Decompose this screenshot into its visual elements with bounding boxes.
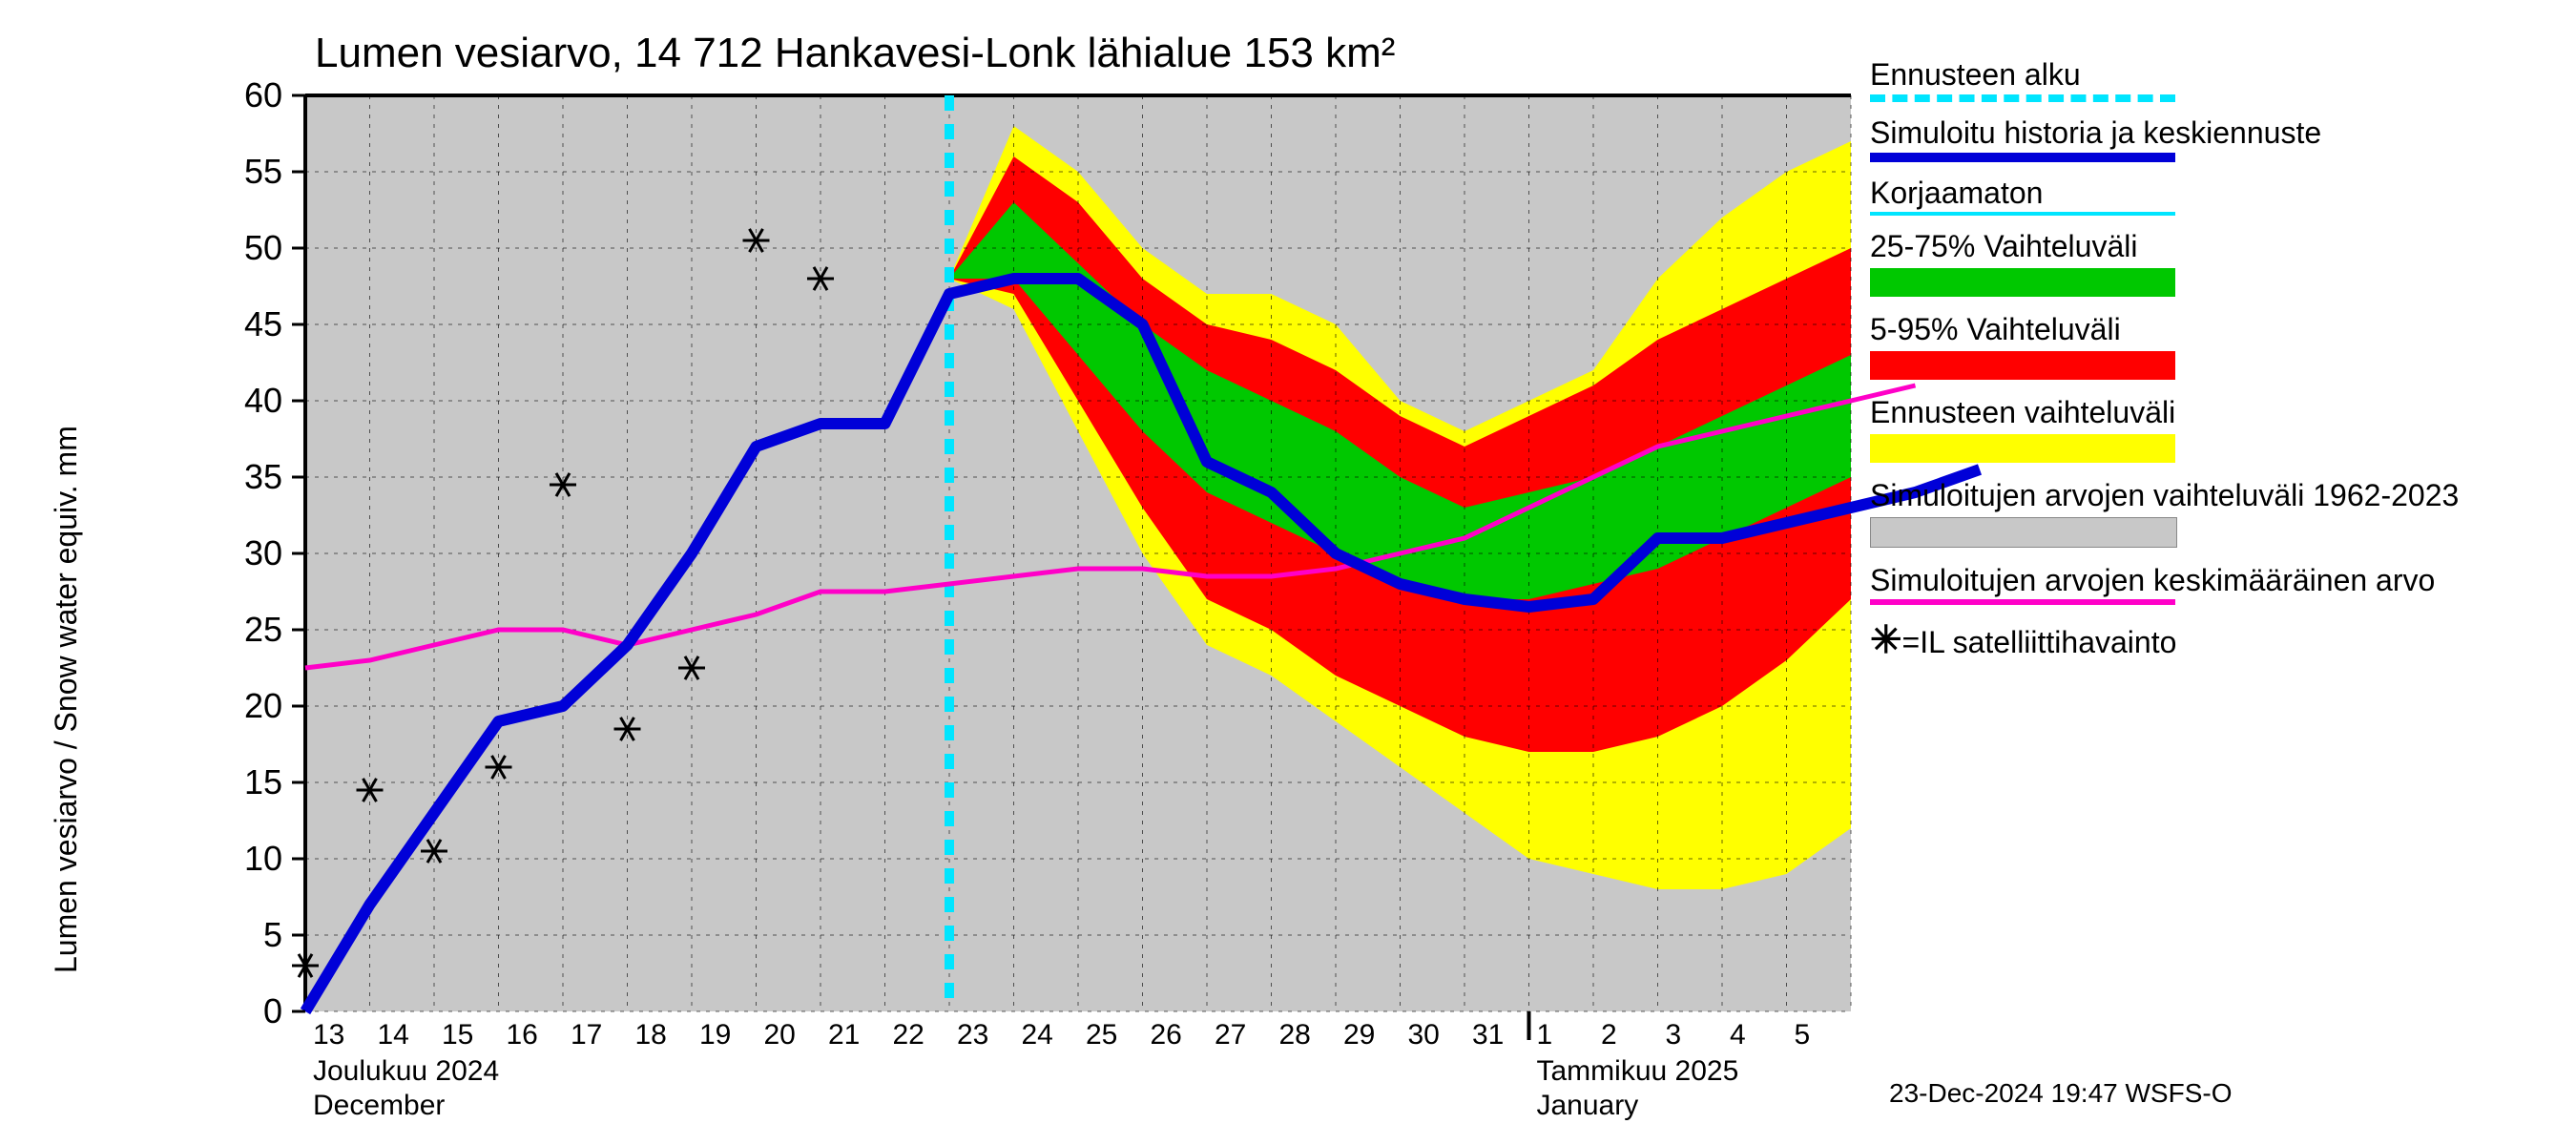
svg-text:30: 30 — [244, 533, 282, 572]
svg-text:28: 28 — [1279, 1019, 1311, 1051]
legend-simulated: Simuloitu historia ja keskiennuste — [1870, 115, 2557, 162]
svg-text:January: January — [1537, 1090, 1639, 1121]
svg-text:13: 13 — [313, 1019, 344, 1051]
svg-text:Lumen vesiarvo / Snow water eq: Lumen vesiarvo / Snow water equiv. mm — [49, 426, 83, 973]
legend-label: 25-75% Vaihteluväli — [1870, 229, 2137, 263]
legend-satellite: ✳=IL satelliittihavainto — [1870, 618, 2557, 662]
svg-text:5: 5 — [263, 915, 282, 954]
legend-swatch — [1870, 212, 2175, 216]
svg-text:15: 15 — [442, 1019, 473, 1051]
svg-text:3: 3 — [1666, 1019, 1682, 1051]
svg-text:24: 24 — [1022, 1019, 1053, 1051]
legend-swatch — [1870, 94, 2175, 102]
svg-text:4: 4 — [1730, 1019, 1746, 1051]
legend-label: Simuloitujen arvojen keskimääräinen arvo — [1870, 563, 2435, 597]
svg-text:15: 15 — [244, 762, 282, 802]
svg-text:29: 29 — [1343, 1019, 1375, 1051]
svg-text:2: 2 — [1601, 1019, 1617, 1051]
svg-text:27: 27 — [1215, 1019, 1246, 1051]
svg-text:25: 25 — [1086, 1019, 1117, 1051]
svg-text:December: December — [313, 1090, 445, 1121]
svg-text:5: 5 — [1795, 1019, 1811, 1051]
legend-forecast-start: Ennusteen alku — [1870, 57, 2557, 102]
legend-swatch — [1870, 351, 2175, 380]
svg-text:20: 20 — [764, 1019, 796, 1051]
legend-label: Simuloitu historia ja keskiennuste — [1870, 115, 2321, 150]
chart-container: 0510152025303540455055601314151617181920… — [0, 0, 2576, 1145]
legend-label: Simuloitujen arvojen vaihteluväli 1962-2… — [1870, 478, 2459, 512]
svg-text:23: 23 — [957, 1019, 988, 1051]
svg-text:0: 0 — [263, 991, 282, 1030]
svg-text:50: 50 — [244, 228, 282, 267]
svg-text:18: 18 — [635, 1019, 667, 1051]
svg-text:26: 26 — [1151, 1019, 1182, 1051]
legend-5-95: 5-95% Vaihteluväli — [1870, 312, 2557, 380]
svg-text:40: 40 — [244, 381, 282, 420]
legend-25-75: 25-75% Vaihteluväli — [1870, 229, 2557, 297]
asterisk-icon: ✳ — [1870, 619, 1902, 661]
legend-hist-range: Simuloitujen arvojen vaihteluväli 1962-2… — [1870, 478, 2557, 548]
legend-swatch — [1870, 599, 2175, 605]
svg-text:25: 25 — [244, 610, 282, 649]
svg-text:10: 10 — [244, 839, 282, 878]
legend-label: Ennusteen vaihteluväli — [1870, 395, 2175, 429]
svg-text:55: 55 — [244, 152, 282, 191]
svg-text:17: 17 — [571, 1019, 602, 1051]
footer-timestamp: 23-Dec-2024 19:47 WSFS-O — [1889, 1078, 2233, 1109]
svg-text:30: 30 — [1408, 1019, 1440, 1051]
svg-text:Lumen vesiarvo, 14 712 Hankave: Lumen vesiarvo, 14 712 Hankavesi-Lonk lä… — [315, 30, 1395, 76]
legend-label: =IL satelliittihavainto — [1902, 625, 2177, 659]
svg-text:21: 21 — [828, 1019, 860, 1051]
svg-text:Tammikuu 2025: Tammikuu 2025 — [1537, 1055, 1739, 1087]
svg-text:20: 20 — [244, 686, 282, 725]
legend-label: 5-95% Vaihteluväli — [1870, 312, 2121, 346]
legend-label: Ennusteen alku — [1870, 57, 2081, 92]
svg-text:45: 45 — [244, 304, 282, 344]
legend: Ennusteen alku Simuloitu historia ja kes… — [1870, 57, 2557, 668]
svg-text:19: 19 — [699, 1019, 731, 1051]
svg-text:35: 35 — [244, 457, 282, 496]
legend-label: Korjaamaton — [1870, 176, 2043, 210]
legend-mean-hist: Simuloitujen arvojen keskimääräinen arvo — [1870, 563, 2557, 606]
legend-swatch — [1870, 268, 2175, 297]
legend-swatch — [1870, 434, 2175, 463]
legend-swatch — [1870, 517, 2177, 548]
legend-uncorrected: Korjaamaton — [1870, 176, 2557, 217]
svg-text:14: 14 — [378, 1019, 409, 1051]
legend-swatch — [1870, 153, 2175, 162]
svg-text:16: 16 — [507, 1019, 538, 1051]
legend-full-range: Ennusteen vaihteluväli — [1870, 395, 2557, 463]
svg-text:22: 22 — [893, 1019, 924, 1051]
svg-text:60: 60 — [244, 75, 282, 114]
svg-text:1: 1 — [1537, 1019, 1553, 1051]
svg-text:Joulukuu 2024: Joulukuu 2024 — [313, 1055, 499, 1087]
svg-text:31: 31 — [1472, 1019, 1504, 1051]
